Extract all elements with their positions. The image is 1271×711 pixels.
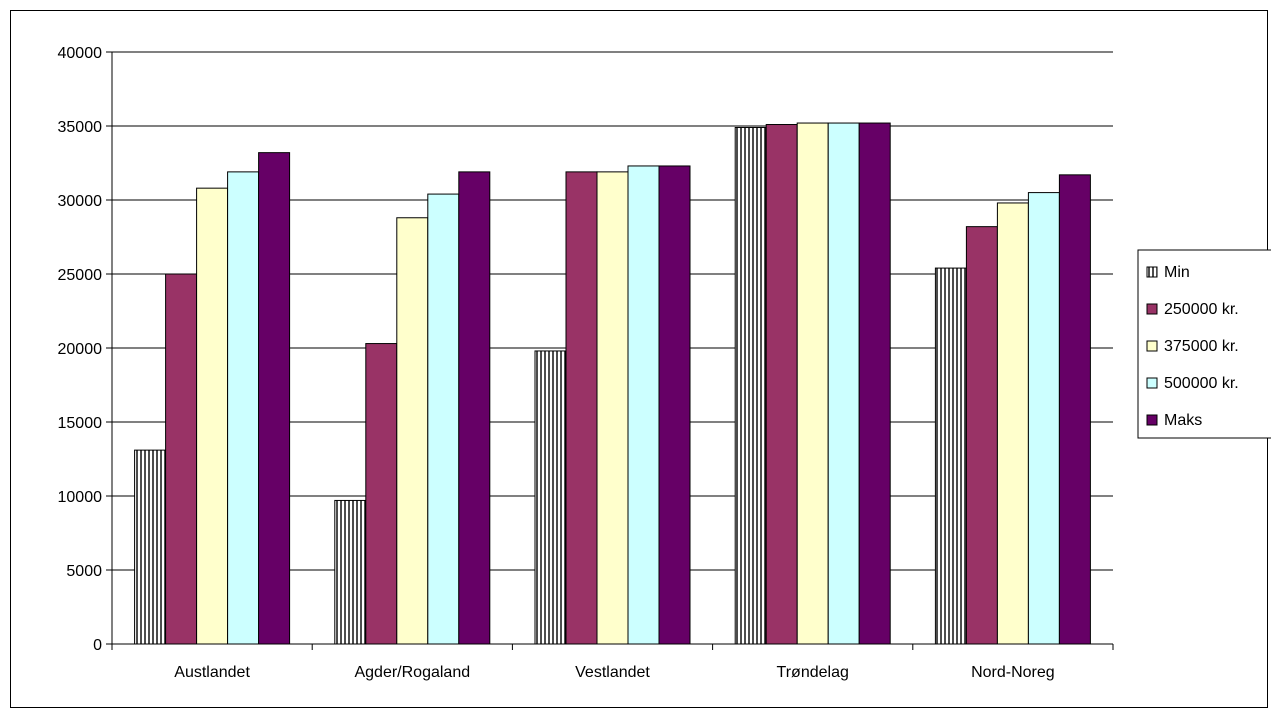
bar-500000-kr--3 (827, 122, 860, 645)
y-tick-label: 40000 (58, 45, 103, 62)
bar-500000-kr--1 (427, 193, 460, 645)
bar-500000-kr--2 (627, 165, 660, 645)
x-tick-label: Agder/Rogaland (354, 664, 470, 681)
y-tick-label: 35000 (58, 119, 103, 136)
legend-swatch (1146, 414, 1158, 426)
legend-swatch (1146, 377, 1158, 389)
bar-250000-kr--2 (565, 171, 598, 645)
tick-labels: 0 5000 10000 15000 20000 25000 30000 35000 40000… (58, 45, 1055, 681)
legend-label: 500000 kr. (1164, 375, 1239, 392)
bar-375000-kr--0 (196, 187, 229, 645)
bar-maks-0 (258, 152, 291, 645)
bar-min-3 (734, 126, 767, 645)
bar-375000-kr--1 (396, 217, 429, 645)
legend-label: Maks (1164, 412, 1202, 429)
bar-min-2 (534, 350, 567, 645)
legend-label: Min (1164, 264, 1190, 281)
bar-500000-kr--0 (227, 171, 260, 645)
y-tick-label: 0 (93, 637, 102, 654)
y-tick-label: 10000 (58, 489, 103, 506)
bar-min-4 (934, 267, 967, 645)
bar-min-0 (134, 449, 167, 645)
x-tick-label: Vestlandet (575, 664, 650, 681)
bar-min-1 (334, 499, 367, 645)
x-tick-label: Nord-Noreg (971, 664, 1055, 681)
bar-250000-kr--1 (365, 343, 398, 645)
legend-swatch (1146, 303, 1158, 315)
bar-375000-kr--4 (996, 202, 1029, 645)
y-tick-label: 30000 (58, 193, 103, 210)
bar-250000-kr--0 (165, 273, 198, 645)
bar-maks-1 (458, 171, 491, 645)
y-tick-label: 25000 (58, 267, 103, 284)
legend-label: 375000 kr. (1164, 338, 1239, 355)
legend-swatch (1146, 340, 1158, 352)
x-tick-label: Trøndelag (777, 664, 849, 681)
bar-maks-2 (658, 165, 691, 645)
legend-swatch (1146, 266, 1158, 278)
bar-375000-kr--3 (796, 122, 829, 645)
bar-maks-4 (1058, 174, 1091, 645)
bar-500000-kr--4 (1027, 192, 1060, 645)
y-tick-label: 15000 (58, 415, 103, 432)
axes (106, 51, 1114, 650)
bar-375000-kr--2 (596, 171, 629, 645)
bar-maks-3 (858, 122, 891, 645)
legend-label: 250000 kr. (1164, 301, 1239, 318)
legend-box (1137, 249, 1271, 439)
y-tick-label: 20000 (58, 341, 103, 358)
y-tick-label: 5000 (66, 563, 102, 580)
x-tick-label: Austlandet (174, 664, 250, 681)
bar-250000-kr--4 (965, 226, 998, 645)
legend: Min 250000 kr. 375000 kr. 500000 kr. Maks (1137, 249, 1271, 439)
bar-250000-kr--3 (765, 124, 798, 645)
bars (134, 122, 1091, 645)
